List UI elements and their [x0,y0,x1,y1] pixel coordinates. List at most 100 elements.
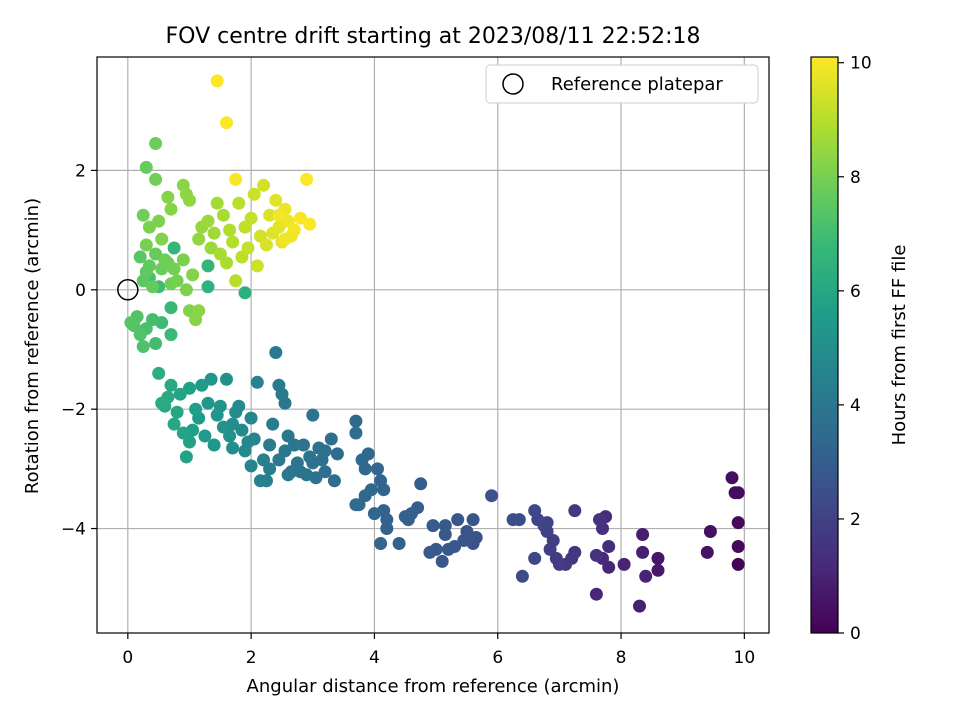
colorbar-tick-label: 10 [850,54,872,74]
data-point [164,378,178,392]
data-point [250,259,264,273]
data-point [303,450,317,464]
data-point [149,172,163,186]
data-point [602,540,616,553]
data-point [204,372,218,386]
data-point [330,447,344,461]
data-point [195,378,209,392]
data-point [216,208,230,222]
data-point [229,172,243,186]
data-point [223,223,237,237]
data-point [176,426,190,440]
data-point [260,238,273,252]
data-point [183,381,196,395]
data-point [731,486,745,500]
data-point [216,420,230,434]
data-point [161,190,175,204]
data-point [146,280,159,294]
data-point [287,223,301,237]
data-point [303,217,317,231]
data-point [149,337,163,350]
data-point [466,513,480,527]
data-point [281,468,295,482]
data-point [380,522,394,535]
data-point [247,187,261,201]
data-point [201,396,215,410]
data-point [506,513,520,527]
data-point [731,557,745,571]
data-point [136,340,150,353]
data-point [164,202,178,216]
y-tick-label: −2 [61,400,86,420]
data-point [167,262,181,276]
data-point [210,196,224,210]
data-point [300,172,314,186]
data-point [651,563,665,577]
legend-reference-marker [502,73,524,95]
data-point [207,438,221,452]
colorbar-ticks: 0 2 4 6 8 10 [838,54,872,644]
data-point [636,528,650,541]
data-point [257,453,270,467]
data-points [124,74,745,613]
colorbar-tick-label: 4 [850,396,861,416]
data-point [281,429,295,443]
data-point [167,417,181,431]
data-point [263,438,277,452]
data-point [451,513,465,527]
data-point [250,375,264,389]
data-point [639,569,653,583]
colorbar-gradient [810,56,839,634]
data-point [349,498,363,512]
data-point [226,235,240,249]
data-point [528,551,542,565]
colorbar-tick-label: 8 [850,168,861,188]
data-point [164,301,178,315]
data-point [210,408,224,422]
data-point [438,519,452,533]
data-point [392,537,406,550]
y-axis-label: Rotation from reference (arcmin) [22,198,43,494]
data-point [238,444,252,458]
data-point [272,208,286,222]
data-point [438,528,452,541]
data-point [207,226,221,240]
data-point [176,253,190,267]
data-point [731,540,745,553]
data-point [155,396,169,410]
data-point [220,372,233,386]
data-point [589,548,603,562]
data-point [238,286,252,300]
plot-frame [96,56,770,634]
x-tick-label: 4 [369,648,380,668]
chart-title: FOV centre drift starting at 2023/08/11 … [166,24,701,49]
data-point [201,259,215,273]
y-tick-label: 2 [75,161,86,181]
data-point [543,542,557,556]
data-point [318,465,332,479]
legend-entry-label: Reference platepar [551,74,723,95]
data-point [633,599,646,613]
data-point [617,557,631,571]
data-point [253,474,267,488]
data-point [293,211,307,225]
colorbar-tick-label: 0 [850,624,861,644]
data-point [426,519,440,533]
data-point [441,542,455,556]
data-point [272,220,286,234]
colorbar-tick-label: 2 [850,510,861,530]
data-point [186,268,200,282]
reference-platepar-marker [117,279,139,301]
data-point [269,193,283,207]
data-point [725,471,739,485]
data-point [220,116,233,130]
legend-box [485,64,759,104]
data-point [568,504,582,518]
data-point [152,214,166,228]
data-point [167,241,181,255]
data-point [149,247,163,261]
data-point [272,453,286,467]
data-point [183,193,196,207]
data-point [198,429,212,443]
